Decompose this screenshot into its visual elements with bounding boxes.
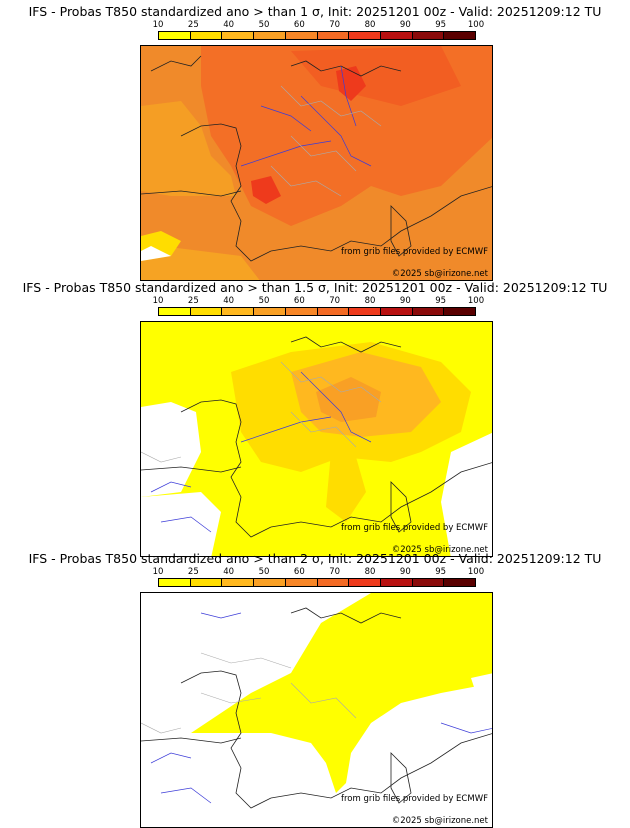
colorbar-segment: [222, 579, 255, 586]
colorbar-segment: [349, 32, 381, 39]
panel-title: IFS - Probas T850 standardized ano > tha…: [28, 4, 602, 19]
colorbar-segment: [349, 579, 381, 586]
colorbar-tick-label: 80: [364, 20, 376, 30]
panel-title: IFS - Probas T850 standardized ano > tha…: [22, 280, 608, 295]
colorbar-ticks: 10 25 40 50 60 70 80 90 95 100: [153, 20, 485, 30]
colorbar-segment: [285, 32, 318, 39]
colorbar-tick-label: 50: [258, 20, 270, 30]
colorbar-tick-label: 90: [399, 567, 411, 577]
colorbar-segment: [159, 308, 191, 315]
colorbar-ticks: 10 25 40 50 60 70 80 90 95 100: [153, 296, 485, 306]
colorbar-tick-label: 25: [187, 296, 199, 306]
colorbar-tick-label: 40: [223, 567, 235, 577]
colorbar-segment: [285, 308, 318, 315]
colorbar-segment: [412, 32, 445, 39]
colorbar-segment: [444, 579, 476, 586]
colorbar-tick-label: 95: [435, 20, 447, 30]
probability-map: from grib files provided by ECMWF ©2025 …: [140, 321, 493, 557]
colorbar-tick-label: 10: [152, 567, 164, 577]
colorbar-segment: [159, 579, 191, 586]
colorbar-segment: [317, 579, 350, 586]
colorbar-segment: [444, 32, 476, 39]
colorbar-segment: [190, 32, 223, 39]
credit-source: from grib files provided by ECMWF: [341, 794, 488, 804]
colorbar-segment: [380, 32, 413, 39]
credit-copyright: ©2025 sb@irizone.net: [391, 269, 488, 279]
panel-title: IFS - Probas T850 standardized ano > tha…: [28, 551, 602, 566]
colorbar-segment: [444, 308, 476, 315]
colorbar-tick-label: 40: [223, 20, 235, 30]
colorbar-tick-label: 70: [329, 20, 341, 30]
colorbar-segment: [380, 579, 413, 586]
credit-source: from grib files provided by ECMWF: [341, 523, 488, 533]
colorbar-tick-label: 80: [364, 567, 376, 577]
colorbar-tick-label: 100: [467, 20, 485, 30]
probability-map: from grib files provided by ECMWF ©2025 …: [140, 592, 493, 828]
colorbar-tick-label: 95: [435, 296, 447, 306]
colorbar-tick-label: 90: [399, 20, 411, 30]
colorbar-tick-label: 25: [187, 20, 199, 30]
colorbar-segment: [412, 579, 445, 586]
colorbar-segment: [380, 308, 413, 315]
probability-map: from grib files provided by ECMWF ©2025 …: [140, 45, 493, 281]
colorbar-segment: [222, 32, 255, 39]
colorbar-tick-label: 100: [467, 296, 485, 306]
colorbar: [158, 578, 476, 587]
colorbar-segment: [190, 579, 223, 586]
colorbar-segment: [317, 32, 350, 39]
colorbar-segment: [222, 308, 255, 315]
colorbar-tick-label: 100: [467, 567, 485, 577]
colorbar-tick-label: 10: [152, 296, 164, 306]
credit-copyright: ©2025 sb@irizone.net: [391, 545, 488, 555]
colorbar-tick-label: 60: [293, 20, 305, 30]
colorbar-tick-label: 80: [364, 296, 376, 306]
colorbar-tick-label: 10: [152, 20, 164, 30]
colorbar-tick-label: 60: [293, 296, 305, 306]
colorbar-tick-label: 70: [329, 296, 341, 306]
colorbar-segment: [254, 579, 286, 586]
colorbar-segment: [254, 308, 286, 315]
colorbar-segment: [254, 32, 286, 39]
colorbar-tick-label: 95: [435, 567, 447, 577]
colorbar-segment: [317, 308, 350, 315]
colorbar-ticks: 10 25 40 50 60 70 80 90 95 100: [153, 567, 485, 577]
colorbar-segment: [190, 308, 223, 315]
colorbar-tick-label: 90: [399, 296, 411, 306]
credit-copyright: ©2025 sb@irizone.net: [391, 816, 488, 826]
colorbar: [158, 307, 476, 316]
colorbar-tick-label: 50: [258, 567, 270, 577]
colorbar-tick-label: 70: [329, 567, 341, 577]
colorbar-segment: [349, 308, 381, 315]
colorbar-segment: [412, 308, 445, 315]
colorbar-tick-label: 60: [293, 567, 305, 577]
colorbar-tick-label: 40: [223, 296, 235, 306]
colorbar-tick-label: 25: [187, 567, 199, 577]
credit-source: from grib files provided by ECMWF: [341, 247, 488, 257]
colorbar: [158, 31, 476, 40]
colorbar-tick-label: 50: [258, 296, 270, 306]
colorbar-segment: [159, 32, 191, 39]
colorbar-segment: [285, 579, 318, 586]
